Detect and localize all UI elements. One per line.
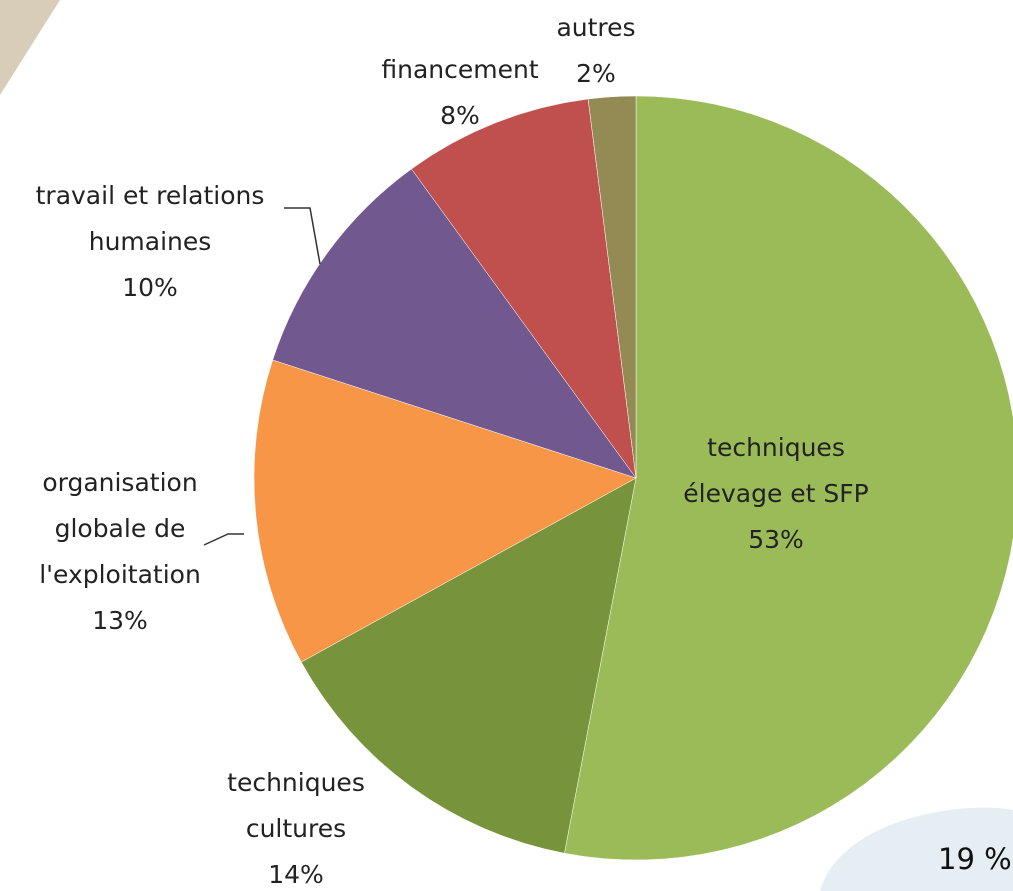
category: techniques élevage et SFP [616, 425, 936, 517]
value-label: 53% [616, 517, 936, 563]
category: autres [436, 5, 756, 51]
category: travail et relations humaines [0, 173, 310, 265]
value-label: 8% [300, 93, 620, 139]
annotation: 19 % [938, 842, 1012, 876]
category: techniques cultures [136, 760, 456, 852]
page: 19 % techniques élevage et SFP53%techniq… [0, 0, 1013, 891]
background-decoration [0, 0, 60, 95]
value-label: 14% [136, 852, 456, 891]
value-label: 2% [436, 51, 756, 97]
category: organisation globale de l'exploitation [0, 460, 280, 598]
value-label: 13% [0, 598, 280, 644]
value-label: 10% [0, 265, 310, 311]
